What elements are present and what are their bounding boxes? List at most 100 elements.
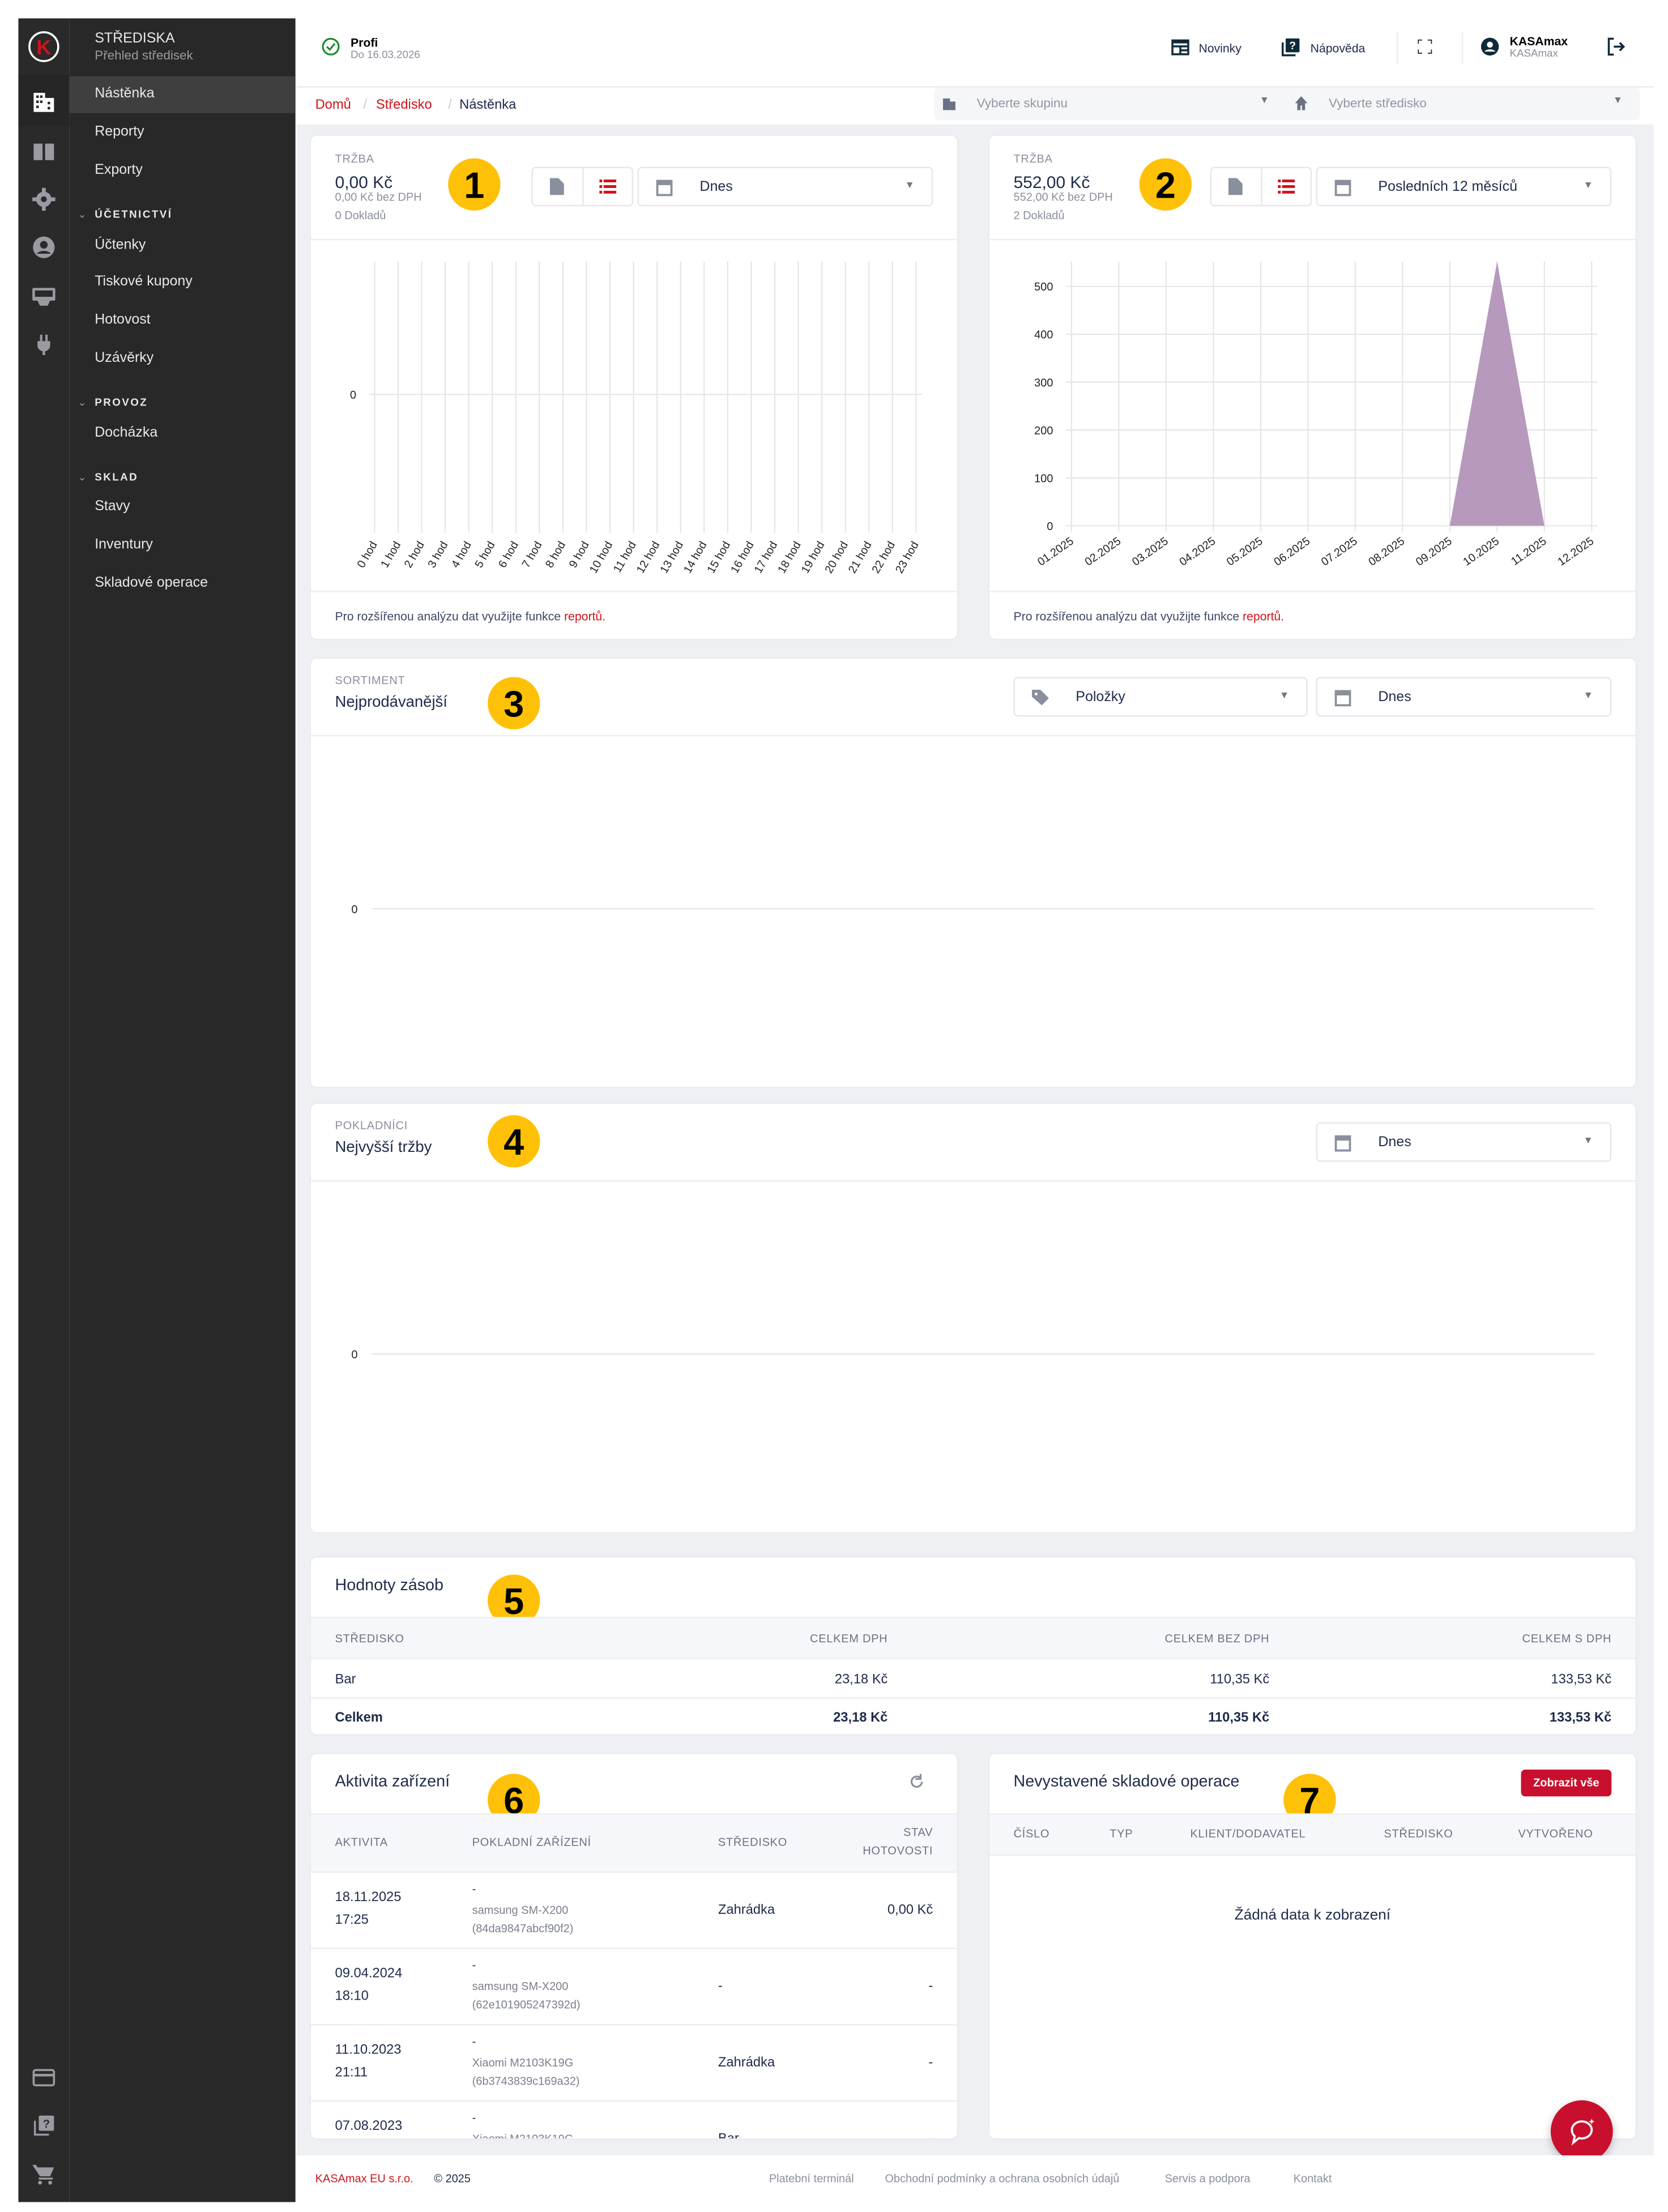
device-center: Bar <box>718 2132 739 2138</box>
monthly-revenue-chart: 01.2025 02.2025 03.2025 04.2025 05.2025 06.20… <box>1034 261 1598 569</box>
footer-link-contact[interactable]: Kontakt <box>1293 2172 1332 2185</box>
type-select[interactable]: Položky ▼ <box>1013 677 1308 717</box>
card-icon[interactable] <box>31 2065 57 2090</box>
help-icon[interactable]: ? <box>31 2113 57 2138</box>
section-label: ÚČETNICTVÍ <box>95 207 173 221</box>
reports-link[interactable]: reportů. <box>564 609 606 624</box>
x-tick-label: 1 hod <box>378 539 403 570</box>
group-select[interactable]: Vyberte skupinu ▼ <box>935 88 1281 120</box>
sidebar-item-nastenka[interactable]: Nástěnka <box>69 76 296 113</box>
sidebar-title: STŘEDISKA <box>95 31 175 47</box>
center-placeholder: Vyberte středisko <box>1329 96 1427 110</box>
x-tick-label: 8 hod <box>543 539 568 570</box>
footer-link-terminal[interactable]: Platební terminál <box>769 2172 854 2185</box>
table-row[interactable]: 07.08.2023 - Xiaomi M2103K19G Bar - <box>311 2100 957 2138</box>
show-all-button[interactable]: Zobrazit vše <box>1521 1769 1612 1797</box>
sidebar-item-hotovost[interactable]: Hotovost <box>95 312 151 328</box>
revenue-area <box>1071 261 1592 526</box>
caret-down-icon: ▼ <box>905 181 915 191</box>
x-tick-label: 10 hod <box>587 539 616 575</box>
list-icon <box>1278 179 1295 194</box>
sidebar-section-ucetnictvi[interactable]: ⌄ ÚČETNICTVÍ <box>78 207 173 221</box>
cart-icon[interactable] <box>31 2161 57 2187</box>
plug-icon[interactable] <box>31 332 57 358</box>
caret-down-icon: ▼ <box>1583 691 1593 701</box>
divider <box>1396 32 1398 64</box>
list-view-button[interactable] <box>1261 168 1312 205</box>
x-tick-label: 7 hod <box>520 539 545 570</box>
building-icon[interactable] <box>31 89 57 114</box>
sidebar-item-dochazka[interactable]: Docházka <box>95 425 158 441</box>
fullscreen-icon[interactable] <box>1418 39 1432 54</box>
svg-text:K: K <box>36 36 51 59</box>
logo-k-icon[interactable]: K <box>27 29 61 63</box>
user-avatar-icon[interactable] <box>1480 35 1500 58</box>
x-tick-label: 14 hod <box>681 539 710 575</box>
document-view-button[interactable] <box>533 168 582 205</box>
footer-link-terms[interactable]: Obchodní podmínky a ochrana osobních úda… <box>885 2172 1120 2185</box>
document-count: 2 Dokladů <box>1013 209 1065 222</box>
document-icon <box>549 178 564 195</box>
cash-state: 0,00 Kč <box>887 1902 933 1918</box>
breadcrumb-home[interactable]: Domů <box>315 97 351 113</box>
sidebar-item-skladove-operace[interactable]: Skladové operace <box>95 575 208 591</box>
total-net: 110,35 Kč <box>1208 1710 1270 1726</box>
revenue-amount: 0,00 Kč <box>335 172 393 193</box>
document-icon <box>1228 178 1243 195</box>
view-toggle <box>531 166 634 207</box>
x-tick-label: 01.2025 <box>1035 535 1076 568</box>
sidebar-item-uzaverky[interactable]: Uzávěrky <box>95 350 154 366</box>
user-name[interactable]: KASAmax <box>1509 33 1568 48</box>
help-label: Nápověda <box>1310 41 1366 55</box>
center-select[interactable]: Vyberte středisko ▼ <box>1288 88 1640 120</box>
total-label: Celkem <box>335 1710 383 1726</box>
footer-company[interactable]: KASAmax EU s.r.o. <box>315 2172 413 2185</box>
x-tick-label: 08.2025 <box>1366 535 1407 568</box>
table-row[interactable]: 18.11.2025 17:25 - samsung SM-X200 (84da9847… <box>311 1871 957 1949</box>
breadcrumb-center[interactable]: Středisko <box>376 97 432 113</box>
revenue-net: 552,00 Kč bez DPH <box>1013 190 1113 204</box>
table-row[interactable]: 09.04.2024 18:10 - samsung SM-X200 (62e10190… <box>311 1948 957 2026</box>
section-label: SKLAD <box>95 471 139 484</box>
card-label: SORTIMENT <box>335 674 406 687</box>
tag-icon <box>1031 689 1049 706</box>
period-select[interactable]: Dnes ▼ <box>637 166 933 207</box>
period-select[interactable]: Dnes ▼ <box>1316 1122 1612 1162</box>
sidebar-item-stavy[interactable]: Stavy <box>95 499 130 515</box>
pos-terminal-icon[interactable] <box>31 284 57 310</box>
revenue-12m-card: TRŽBA 552,00 Kč 552,00 Kč bez DPH 2 Dokl… <box>989 135 1636 639</box>
chat-button[interactable] <box>1550 2100 1613 2163</box>
column-header: TYP <box>1110 1827 1133 1841</box>
sidebar-item-inventury[interactable]: Inventury <box>95 537 153 553</box>
document-view-button[interactable] <box>1211 168 1261 205</box>
revenue-today-card: TRŽBA 0,00 Kč 0,00 Kč bez DPH 0 Dokladů … <box>311 135 957 639</box>
device-name: - <box>472 2035 476 2048</box>
logout-icon[interactable] <box>1606 37 1626 57</box>
x-tick-label: 21 hod <box>846 539 874 575</box>
divider <box>989 591 1636 592</box>
refresh-icon[interactable] <box>909 1774 924 1789</box>
breadcrumb-current: Nástěnka <box>459 97 517 113</box>
sidebar-section-sklad[interactable]: ⌄ SKLAD <box>78 471 139 484</box>
calendar-icon <box>656 180 673 197</box>
user-icon[interactable] <box>31 234 57 260</box>
sidebar-item-uctenky[interactable]: Účtenky <box>95 237 146 253</box>
view-toggle <box>1210 166 1312 207</box>
list-view-button[interactable] <box>582 168 633 205</box>
period-select[interactable]: Posledních 12 měsíců ▼ <box>1316 166 1612 207</box>
period-select[interactable]: Dnes ▼ <box>1316 677 1612 717</box>
card-title: Aktivita zařízení <box>335 1774 450 1791</box>
sidebar-item-reporty[interactable]: Reporty <box>95 124 144 140</box>
sidebar-section-provoz[interactable]: ⌄ PROVOZ <box>78 396 148 408</box>
column-header: CELKEM BEZ DPH <box>1164 1632 1270 1646</box>
table-row[interactable]: 11.10.2023 21:11 - Xiaomi M2103K19G (6b37438… <box>311 2024 957 2102</box>
footer-link-support[interactable]: Servis a podpora <box>1164 2172 1251 2185</box>
table-header: ČÍSLO TYP KLIENT/DODAVATEL STŘEDISKO VYT… <box>989 1813 1636 1856</box>
x-tick-label: 0 hod <box>355 539 380 570</box>
number-badge: 3 <box>488 677 540 729</box>
book-icon[interactable] <box>31 139 57 164</box>
gear-icon[interactable] <box>31 186 57 212</box>
sidebar-item-exporty[interactable]: Exporty <box>95 163 143 178</box>
sidebar-item-tiskove-kupony[interactable]: Tiskové kupony <box>95 274 193 290</box>
reports-link[interactable]: reportů. <box>1242 609 1285 624</box>
